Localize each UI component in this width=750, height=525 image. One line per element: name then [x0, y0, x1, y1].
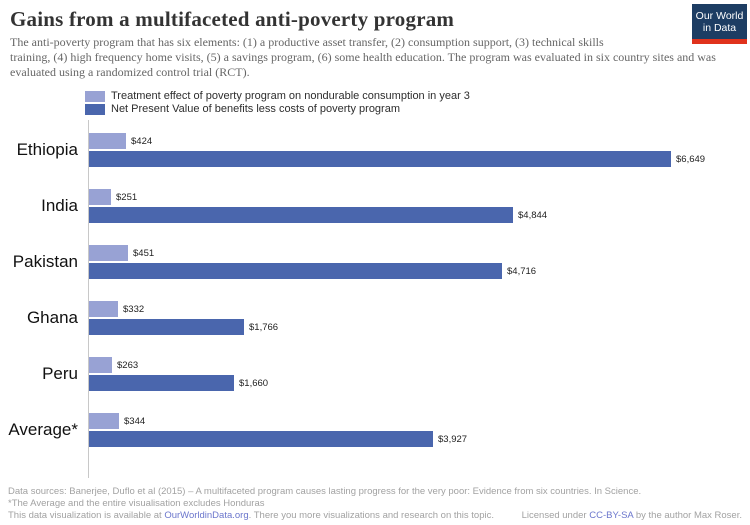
license-author-text: by the author Max Roser. — [633, 510, 742, 521]
bar-value-label: $251 — [116, 191, 138, 203]
owid-logo-line-1: Our World — [695, 10, 744, 22]
bar-group-pakistan: Pakistan $451 $4,716 — [13, 245, 750, 279]
bar-value-label: $424 — [131, 135, 153, 147]
npv-bar[interactable] — [89, 207, 513, 223]
chart-header: Gains from a multifaceted anti-poverty p… — [0, 0, 750, 80]
license-note: Licensed under CC-BY-SA by the author Ma… — [522, 510, 742, 522]
bar-value-label: $332 — [123, 303, 145, 315]
bar-value-label: $3,927 — [438, 433, 468, 445]
owid-logo-line-2: in Data — [702, 22, 737, 34]
footer-note: *The Average and the entire visualisatio… — [8, 498, 265, 509]
legend-item-1[interactable]: Treatment effect of poverty program on n… — [85, 90, 750, 103]
bar-group-ethiopia: Ethiopia $424 $6,649 — [17, 133, 750, 167]
bar-row: $251 — [89, 189, 750, 205]
npv-bar[interactable] — [89, 151, 671, 167]
footer-availability-text-2: . There you more visualizations and rese… — [248, 510, 494, 521]
subtitle-line-1: The anti-poverty program that has six el… — [10, 35, 604, 49]
treatment-effect-bar[interactable] — [89, 245, 128, 261]
chart-subtitle: The anti-poverty program that has six el… — [10, 35, 740, 80]
footer-data-sources: Data sources: Banerjee, Duflo et al (201… — [8, 486, 642, 497]
chart-legend: Treatment effect of poverty program on n… — [85, 90, 750, 116]
bar-value-label: $344 — [124, 415, 146, 427]
bar-value-label: $6,649 — [676, 153, 706, 165]
category-label: Average* — [8, 420, 78, 439]
bar-row: $344 — [89, 413, 750, 429]
npv-bar[interactable] — [89, 375, 234, 391]
subtitle-line-2: training, (4) high frequency home visits… — [10, 50, 716, 64]
legend-label: Net Present Value of benefits less costs… — [111, 103, 400, 115]
npv-bar[interactable] — [89, 319, 244, 335]
category-label: Ghana — [26, 308, 78, 327]
treatment-effect-bar[interactable] — [89, 413, 119, 429]
chart-footer: Data sources: Banerjee, Duflo et al (201… — [8, 486, 742, 522]
category-label: Pakistan — [12, 252, 78, 271]
bar-row: $4,716 — [89, 263, 750, 279]
bar-value-label: $451 — [133, 247, 155, 259]
owid-logo[interactable]: Our World in Data — [692, 4, 747, 44]
treatment-effect-bar[interactable] — [89, 133, 126, 149]
plot-area: Ethiopia $424 $6,649 India $251 $4,844 Pakista… — [8, 120, 750, 478]
treatment-effect-bar[interactable] — [89, 189, 111, 205]
legend-swatch-icon — [85, 104, 105, 115]
bar-row: $332 — [89, 301, 750, 317]
bar-row: $451 — [89, 245, 750, 261]
bar-value-label: $4,716 — [507, 265, 537, 277]
bar-row: $1,766 — [89, 319, 750, 335]
bar-value-label: $4,844 — [518, 209, 548, 221]
npv-bar[interactable] — [89, 263, 502, 279]
bar-group-peru: Peru $263 $1,660 — [42, 357, 750, 391]
legend-item-2[interactable]: Net Present Value of benefits less costs… — [85, 103, 750, 116]
owid-site-link[interactable]: OurWorldinData.org — [164, 510, 249, 521]
bar-group-ghana: Ghana $332 $1,766 — [27, 301, 750, 335]
treatment-effect-bar[interactable] — [89, 357, 112, 373]
page-title: Gains from a multifaceted anti-poverty p… — [10, 7, 455, 31]
footer-availability: This data visualization is available at … — [8, 510, 742, 522]
bar-value-label: $1,660 — [239, 377, 269, 389]
bar-row: $4,844 — [89, 207, 750, 223]
legend-swatch-icon — [85, 91, 105, 102]
bar-group-india: India $251 $4,844 — [41, 189, 750, 223]
npv-bar[interactable] — [89, 431, 433, 447]
bar-group-average: Average* $344 $3,927 — [8, 413, 750, 447]
footer-availability-text: This data visualization is available at — [8, 510, 165, 521]
category-label: Peru — [42, 364, 78, 383]
treatment-effect-bar[interactable] — [89, 301, 118, 317]
category-label: India — [41, 196, 78, 215]
bar-row: $3,927 — [89, 431, 750, 447]
bar-value-label: $1,766 — [249, 321, 279, 333]
bar-value-label: $263 — [117, 359, 139, 371]
bar-row: $1,660 — [89, 375, 750, 391]
category-label: Ethiopia — [16, 140, 78, 159]
subtitle-line-3: evaluated using a randomized control tri… — [10, 65, 250, 79]
license-link[interactable]: CC-BY-SA — [589, 510, 634, 521]
bar-row: $424 — [89, 133, 750, 149]
legend-label: Treatment effect of poverty program on n… — [111, 90, 470, 102]
license-text: Licensed under — [521, 510, 590, 521]
bar-row: $6,649 — [89, 151, 750, 167]
bar-row: $263 — [89, 357, 750, 373]
